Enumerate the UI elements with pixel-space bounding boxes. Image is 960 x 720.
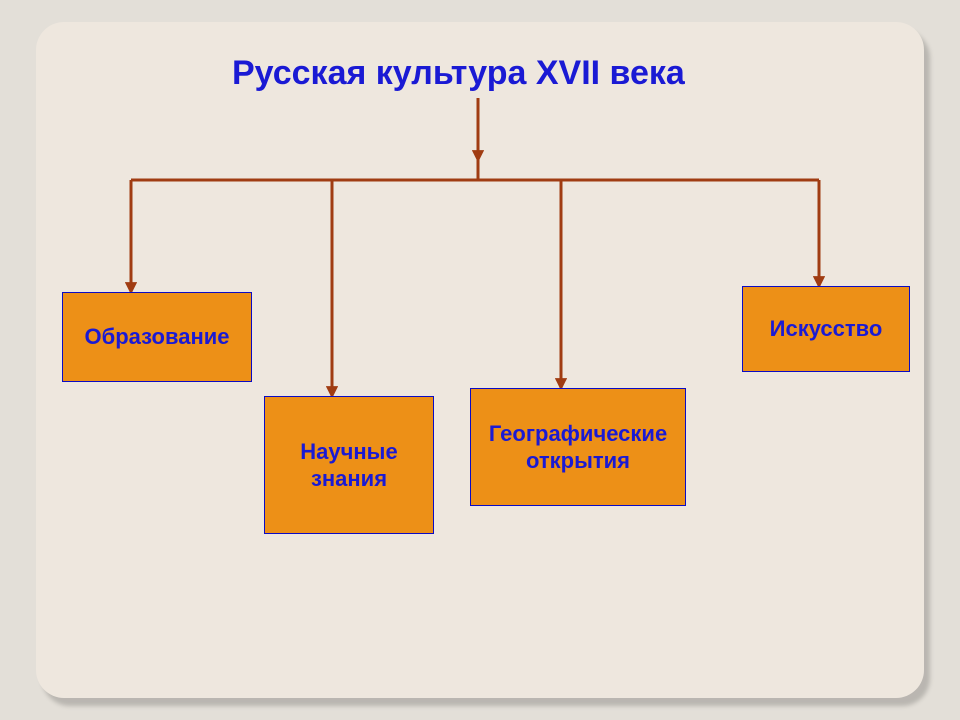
node-geography: Географические открытия [470, 388, 686, 506]
node-science: Научные знания [264, 396, 434, 534]
diagram-title: Русская культура XVII века [232, 54, 685, 93]
node-art: Искусство [742, 286, 910, 372]
node-label: Географические открытия [489, 420, 667, 475]
node-label: Образование [85, 323, 230, 351]
node-label: Научные знания [300, 438, 397, 493]
node-label: Искусство [770, 315, 883, 343]
slide-container: Русская культура XVII века Образование На… [0, 0, 960, 720]
node-education: Образование [62, 292, 252, 382]
